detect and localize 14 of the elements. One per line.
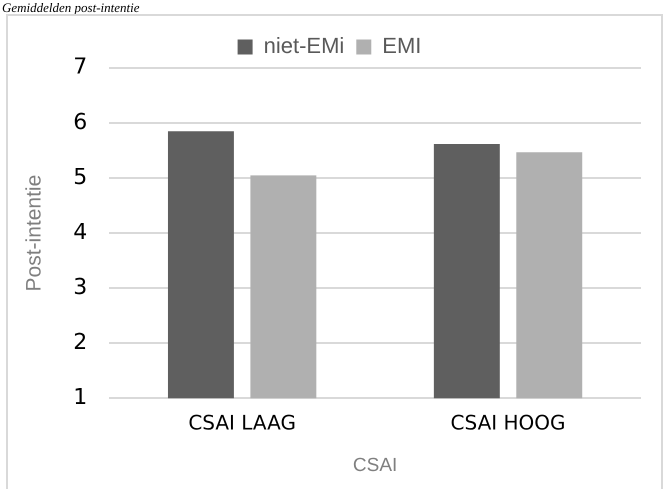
y-tick-label: 6 — [73, 110, 88, 135]
y-tick-label: 4 — [73, 220, 88, 245]
x-tick-label: CSAI HOOG — [450, 410, 566, 434]
y-tick-label: 5 — [73, 164, 88, 190]
x-axis-title: CSAI — [352, 454, 398, 476]
chart-title: Gemiddelden post-intentie — [1, 0, 141, 15]
y-tick-label: 3 — [73, 274, 88, 300]
x-tick-label: CSAI LAAG — [188, 410, 296, 434]
y-tick-label: 2 — [73, 330, 88, 355]
y-axis-title: Post-intentie — [22, 174, 46, 292]
y-tick-label: 1 — [73, 384, 88, 410]
legend-label: EMI — [382, 33, 422, 58]
legend-label: niet-EMi — [264, 33, 344, 58]
y-tick-label: 7 — [73, 54, 88, 80]
